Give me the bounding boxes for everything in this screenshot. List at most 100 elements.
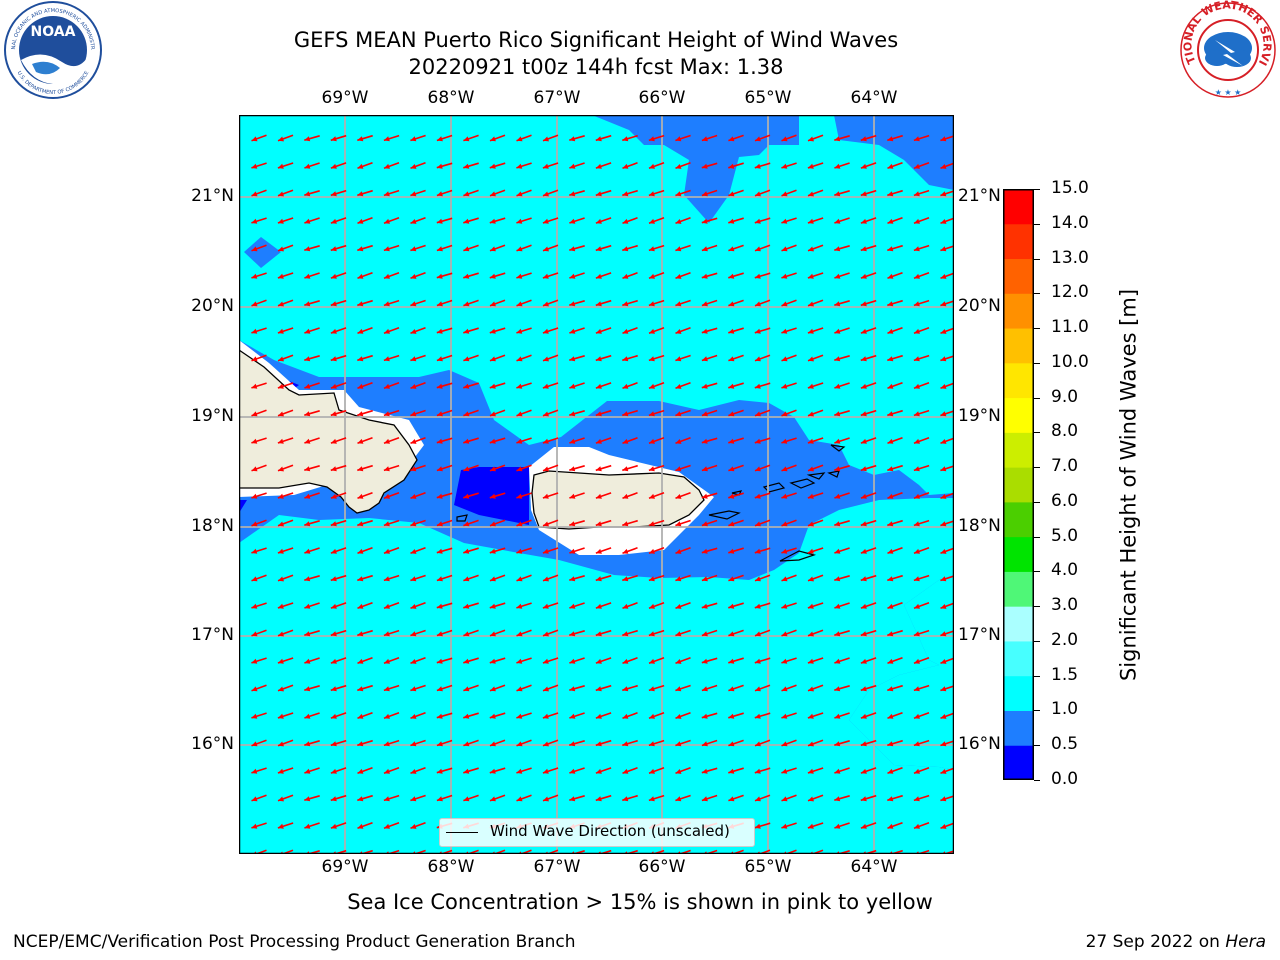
- wave-vector-head: [755, 466, 761, 472]
- wave-vector-head: [728, 741, 735, 747]
- wave-vector-head: [914, 548, 920, 554]
- wave-vector-head: [251, 301, 258, 307]
- lon-tick-bottom: 66°W: [638, 857, 686, 877]
- wave-vector-head: [516, 741, 523, 747]
- wave-vector-head: [675, 686, 682, 692]
- wave-vector-head: [516, 713, 523, 719]
- wave-vector-head: [489, 548, 496, 554]
- wave-vector-head: [648, 576, 655, 582]
- wave-vector-head: [357, 411, 364, 417]
- wave-vector-head: [701, 493, 708, 499]
- wave-vector-head: [357, 603, 364, 609]
- wave-vector-head: [516, 493, 523, 499]
- colorbar-tick-label: 4.0: [1051, 560, 1079, 581]
- wave-vector-head: [251, 273, 258, 279]
- wave-vector-head: [887, 136, 894, 142]
- wave-vector-head: [278, 466, 284, 472]
- wave-vector-head: [278, 686, 284, 692]
- wave-vector-head: [436, 493, 443, 499]
- wave-vector-head: [622, 273, 629, 279]
- wave-vector-head: [834, 713, 841, 719]
- wave-vector-head: [728, 383, 735, 389]
- wave-vector-head: [675, 659, 682, 664]
- wave-vector-head: [887, 686, 894, 692]
- wave-vector-head: [834, 521, 841, 527]
- wave-vector-head: [622, 521, 629, 527]
- wave-vector-head: [251, 411, 258, 417]
- wave-vector-head: [701, 246, 708, 252]
- wave-vector-head: [436, 466, 443, 472]
- wave-vector-head: [728, 631, 735, 637]
- wave-vector-head: [410, 301, 417, 307]
- wave-vector-head: [622, 466, 629, 472]
- lon-tick-top: 67°W: [533, 88, 581, 108]
- wave-vector-head: [675, 191, 682, 197]
- wave-vector-head: [569, 328, 576, 334]
- lon-tick-top: 68°W: [427, 88, 475, 108]
- wave-vector-head: [569, 136, 576, 142]
- wave-vector-head: [384, 163, 390, 169]
- wave-vector-head: [781, 713, 788, 719]
- wave-vector-head: [410, 824, 417, 829]
- wave-vector-head: [304, 823, 311, 829]
- wave-vector-head: [436, 163, 443, 169]
- wave-vector-head: [622, 768, 629, 774]
- colorbar-segment: [1003, 571, 1034, 607]
- colorbar-segment: [1003, 362, 1034, 399]
- wave-vector-head: [463, 493, 470, 499]
- wave-vector-head: [410, 191, 417, 197]
- wave-vector-head: [595, 438, 602, 444]
- wave-vector-head: [728, 328, 735, 334]
- wave-vector-head: [755, 796, 761, 802]
- wave-vector-head: [675, 329, 682, 334]
- wave-vector-head: [728, 768, 735, 774]
- wave-vector-head: [304, 521, 311, 527]
- wave-vector-head: [834, 768, 841, 774]
- wave-vector-head: [543, 686, 549, 692]
- wave-vector-head: [410, 246, 417, 252]
- wave-vector-head: [754, 493, 761, 499]
- wave-vector-head: [436, 631, 443, 637]
- noaa-logo-text: NOAA: [31, 24, 76, 40]
- lon-tick-top: 69°W: [321, 88, 369, 108]
- wave-vector-head: [251, 548, 258, 554]
- wave-vector-head: [781, 438, 788, 444]
- wave-vector-head: [278, 411, 284, 417]
- wave-vector-head: [914, 218, 920, 224]
- wave-vector-head: [887, 438, 894, 444]
- colorbar-tick-label: 0.0: [1051, 769, 1079, 789]
- wave-vector-head: [754, 713, 761, 719]
- wave-vector-head: [516, 686, 523, 692]
- wave-vector-head: [622, 796, 629, 802]
- wave-vector-head: [357, 631, 364, 637]
- wave-vector-head: [569, 301, 576, 307]
- wave-vector-head: [436, 603, 443, 609]
- wave-vector-head: [807, 603, 814, 609]
- wave-vector-head: [383, 796, 390, 802]
- wave-vector-head: [383, 521, 390, 527]
- wave-vector-head: [755, 411, 761, 417]
- wave-vector-head: [436, 686, 443, 692]
- wave-vector-head: [516, 521, 523, 527]
- wave-vector-head: [834, 163, 841, 169]
- wave-vector-head: [304, 136, 311, 142]
- wave-vector-head: [543, 246, 549, 252]
- wave-vector-head: [463, 768, 470, 774]
- wave-vector-head: [914, 823, 920, 829]
- wave-vector-head: [516, 576, 523, 582]
- wave-vector-head: [383, 411, 390, 417]
- wave-vector-head: [807, 438, 814, 444]
- wave-vector-head: [595, 603, 602, 609]
- wave-vector-head: [754, 218, 761, 224]
- wave-vector-head: [754, 658, 761, 664]
- colorbar-segment: [1003, 710, 1034, 746]
- wave-vector-head: [251, 493, 258, 499]
- colorbar: [1003, 189, 1034, 780]
- wave-vector-head: [860, 493, 867, 499]
- wave-vector-head: [569, 273, 576, 279]
- wave-vector-head: [940, 741, 947, 747]
- wave-vector-head: [463, 713, 470, 719]
- wave-vector-head: [728, 796, 735, 802]
- wave-vector-head: [357, 493, 364, 499]
- wave-vector-head: [516, 383, 523, 389]
